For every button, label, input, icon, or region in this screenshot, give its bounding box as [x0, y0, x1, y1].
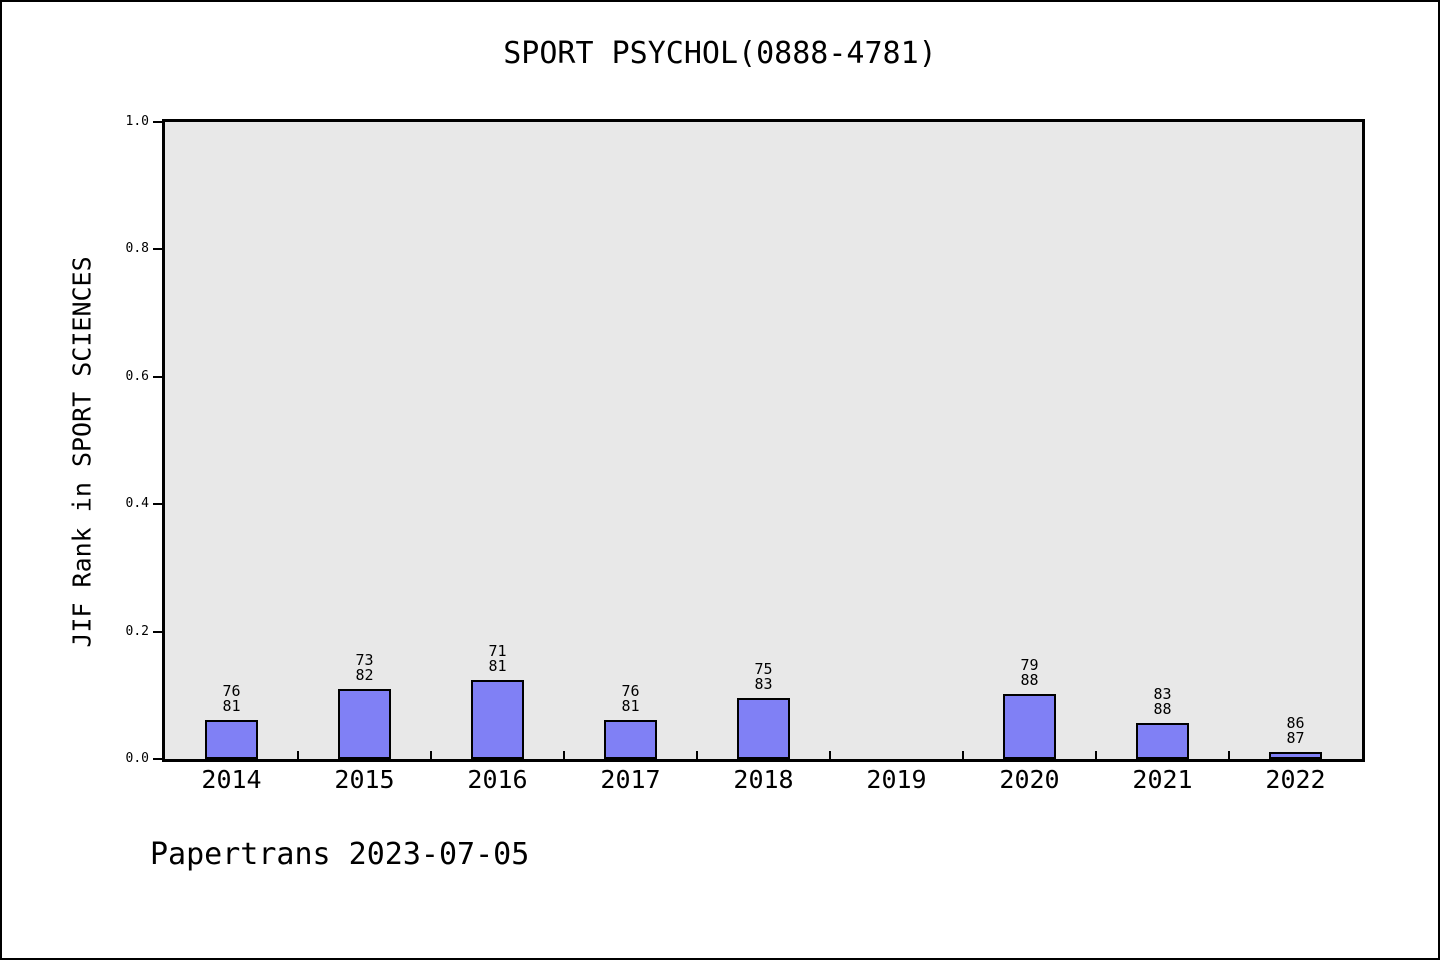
footer-watermark: Papertrans 2023-07-05 [150, 837, 530, 872]
y-tick-mark [153, 375, 162, 378]
bar-value-label: 83 88 [1123, 687, 1203, 717]
bar-value-label: 79 88 [990, 658, 1070, 688]
x-category-label: 2015 [334, 765, 395, 794]
bar-rank-value: 73 [355, 651, 374, 669]
bar [737, 698, 790, 759]
x-tick-mark [563, 751, 565, 759]
bar-rank-value: 75 [754, 660, 773, 678]
y-tick-label: 0.4 [125, 496, 149, 512]
x-tick-mark [297, 751, 299, 759]
x-tick-mark [696, 751, 698, 759]
y-tick-mark [153, 121, 162, 123]
y-tick-label: 0.2 [125, 623, 149, 639]
bar [1136, 723, 1189, 759]
x-category-label: 2020 [999, 765, 1060, 794]
bar-rank-value: 86 [1286, 714, 1305, 732]
x-category-label: 2014 [201, 765, 262, 794]
x-tick-mark [1095, 751, 1097, 759]
plot-area [162, 119, 1365, 762]
y-tick-label: 1.0 [125, 114, 149, 129]
y-tick-mark [153, 630, 162, 633]
y-axis-label: JIF Rank in SPORT SCIENCES [67, 256, 97, 648]
x-tick-mark [1228, 751, 1230, 759]
bar-total-value: 81 [621, 697, 640, 715]
y-tick-mark [153, 503, 162, 506]
bar [338, 689, 391, 759]
bar-value-label: 76 81 [591, 684, 671, 714]
x-category-label: 2018 [733, 765, 794, 794]
x-category-label: 2022 [1265, 765, 1326, 794]
y-tick-mark [153, 248, 162, 251]
y-tick-label: 0.0 [125, 751, 149, 766]
bar [1003, 694, 1056, 759]
bar-total-value: 81 [488, 657, 507, 675]
y-tick-mark [153, 758, 162, 760]
bar-value-label: 75 83 [724, 662, 804, 692]
bar-total-value: 87 [1286, 729, 1305, 747]
x-tick-mark [962, 751, 964, 759]
x-category-label: 2017 [600, 765, 661, 794]
bar [604, 720, 657, 759]
bar-rank-value: 83 [1153, 685, 1172, 703]
chart-title: SPORT PSYCHOL(0888-4781) [503, 36, 937, 71]
bar-total-value: 88 [1153, 700, 1172, 718]
bar-total-value: 88 [1020, 671, 1039, 689]
bar-rank-value: 71 [488, 642, 507, 660]
x-tick-mark [829, 751, 831, 759]
x-category-label: 2019 [866, 765, 927, 794]
bar-value-label: 86 87 [1256, 716, 1336, 746]
bar-rank-value: 76 [621, 682, 640, 700]
x-category-label: 2016 [467, 765, 528, 794]
bar-value-label: 73 82 [325, 653, 405, 683]
bar [1269, 752, 1322, 759]
bar-total-value: 83 [754, 675, 773, 693]
bar-value-label: 76 81 [192, 684, 272, 714]
bar-rank-value: 79 [1020, 656, 1039, 674]
x-tick-mark [430, 751, 432, 759]
bar [471, 680, 524, 759]
x-category-label: 2021 [1132, 765, 1193, 794]
bar-total-value: 81 [222, 697, 241, 715]
bar-value-label: 71 81 [458, 644, 538, 674]
bar [205, 720, 258, 759]
y-tick-label: 0.6 [125, 368, 149, 384]
y-tick-label: 0.8 [125, 241, 149, 257]
bar-rank-value: 76 [222, 682, 241, 700]
bar-total-value: 82 [355, 666, 374, 684]
